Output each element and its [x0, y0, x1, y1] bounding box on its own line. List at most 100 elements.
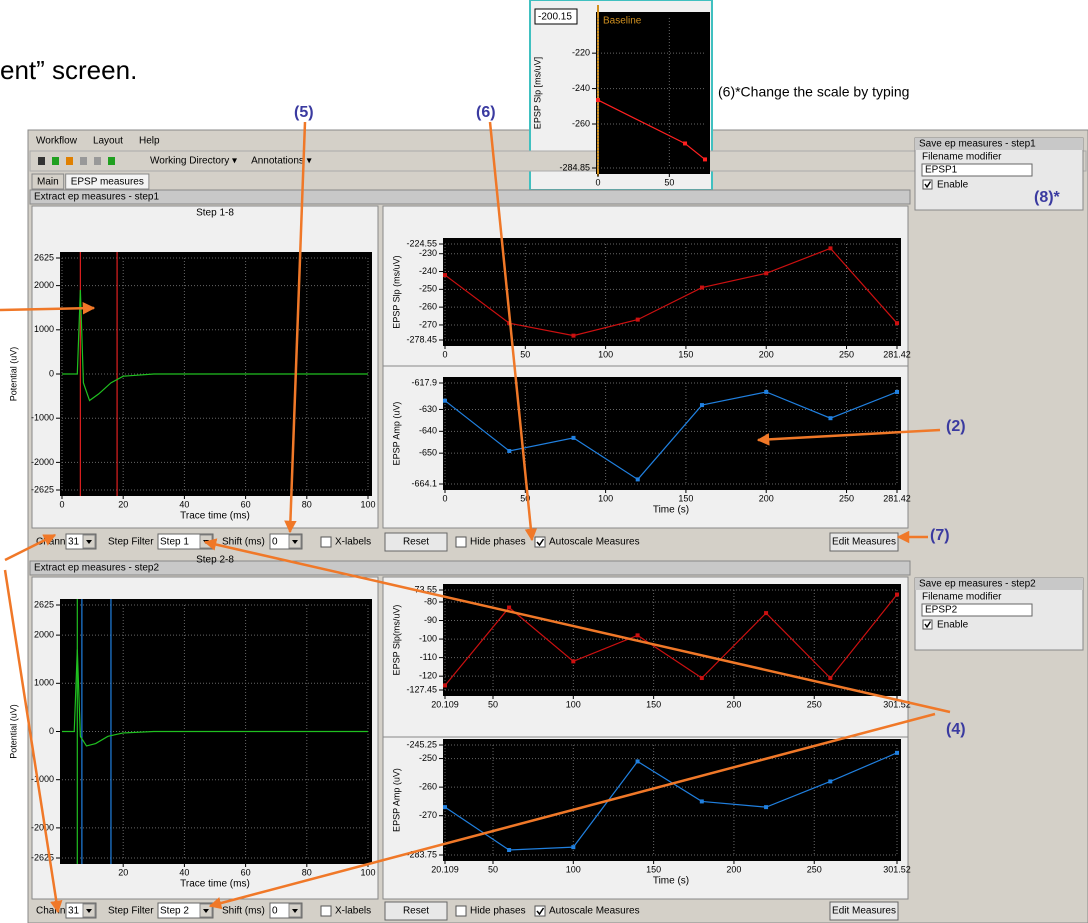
scale-input-value: -200.15	[538, 12, 572, 23]
tab[interactable]	[65, 173, 150, 190]
dropdown-value: 0	[272, 906, 278, 917]
x-tick-label: 20	[118, 867, 128, 877]
x-tick-label: 200	[726, 864, 741, 874]
arrows	[0, 121, 951, 914]
x-tick-label: 200	[759, 349, 774, 359]
checkbox-label: Enable	[937, 620, 969, 631]
x-tick-label: 0	[442, 349, 447, 359]
x-tick-label: 80	[302, 867, 312, 877]
data-line	[62, 290, 368, 402]
checkbox[interactable]	[455, 536, 467, 548]
y-tick-label: -278.45	[406, 334, 437, 344]
chart-title: Step 1-8	[196, 208, 234, 219]
checkbox-label: Autoscale Measures	[549, 537, 640, 548]
tool-button[interactable]	[108, 157, 115, 165]
checkbox[interactable]	[534, 905, 546, 917]
callout: (8)*	[1034, 189, 1061, 206]
x-tick-label: 0	[442, 493, 447, 503]
y-tick-label: -240	[419, 266, 437, 276]
y-axis-label: EPSP Amp (uV)	[391, 768, 401, 832]
y-tick-label: 0	[49, 726, 54, 736]
callout: (7)	[930, 527, 950, 544]
x-tick-label: 100	[360, 867, 375, 877]
x-axis-label: Time (s)	[653, 505, 689, 516]
y-tick-label: 1000	[34, 324, 54, 334]
checkbox[interactable]	[455, 905, 467, 917]
x-tick-label: 100	[360, 499, 375, 509]
checkbox[interactable]	[922, 619, 933, 630]
y-tick-label: -73.55	[411, 584, 437, 594]
y-tick-label: -2625	[31, 852, 54, 862]
y-tick-label: -260	[419, 782, 437, 792]
y-tick-label: 2625	[34, 599, 54, 609]
tool-button[interactable]	[38, 157, 45, 165]
check-mark	[536, 538, 545, 547]
text-input[interactable]	[921, 163, 1033, 177]
menu-item[interactable]: Workflow	[36, 136, 78, 147]
callout: (2)	[946, 418, 966, 435]
x-tick-label: 60	[241, 867, 251, 877]
control-label: Step Filter	[108, 537, 154, 548]
tab[interactable]	[31, 173, 65, 190]
check-mark	[924, 621, 932, 629]
button[interactable]	[384, 901, 448, 921]
button[interactable]	[829, 901, 899, 921]
menu-item[interactable]: Layout	[93, 136, 123, 147]
x-tick-label: 100	[598, 493, 613, 503]
dropdown[interactable]	[157, 902, 214, 919]
x-tick-label: 50	[520, 349, 530, 359]
toolbar-button[interactable]: Annotations ▾	[251, 156, 312, 167]
field-label: Filename modifier	[922, 152, 1002, 163]
menu-item[interactable]: Help	[139, 136, 160, 147]
checkbox[interactable]	[320, 905, 332, 917]
x-axis-label: Time (s)	[653, 876, 689, 887]
data-point	[828, 779, 833, 784]
tool-button[interactable]	[52, 157, 59, 165]
y-tick-label: -230	[419, 248, 437, 258]
data-point	[443, 398, 447, 403]
y-tick-label: -2000	[31, 822, 54, 832]
x-tick-label: 50	[520, 493, 530, 503]
y-tick-label: -283.75	[406, 849, 437, 859]
y-tick-label: -640	[419, 426, 437, 436]
data-point	[895, 592, 899, 597]
y-tick-label: -2625	[31, 484, 54, 494]
data-point	[596, 98, 600, 103]
data-point	[443, 273, 447, 278]
callout-note: (6)*Change the scale by typing	[718, 84, 909, 100]
checkbox[interactable]	[922, 179, 933, 190]
y-tick-label: -245.25	[406, 739, 437, 749]
dropdown-arrow-icon	[292, 540, 298, 544]
plot-area	[443, 584, 901, 696]
x-tick-label: 150	[678, 493, 693, 503]
y-tick-label: -1000	[31, 413, 54, 423]
y-axis-label: EPSP Slp(ms/uV)	[391, 605, 401, 676]
data-point	[699, 799, 704, 804]
dropdown-arrow-icon	[203, 909, 209, 913]
dropdown-value: Step 1	[160, 537, 189, 548]
control-label: Shift (ms)	[222, 537, 265, 548]
x-tick-label: 100	[566, 864, 581, 874]
x-tick-label: 0	[595, 177, 600, 187]
x-tick-label: 20.109	[431, 699, 459, 709]
checkbox[interactable]	[534, 536, 546, 548]
y-tick-label: 0	[49, 368, 54, 378]
checkbox[interactable]	[320, 536, 332, 548]
y-tick-label: -224.55	[406, 238, 437, 248]
x-tick-label: 200	[759, 493, 774, 503]
tool-button[interactable]	[94, 157, 101, 165]
toolbar-button[interactable]: Working Directory ▾	[150, 156, 237, 167]
x-tick-label: 40	[179, 867, 189, 877]
tool-button[interactable]	[80, 157, 87, 165]
checkbox-label: Hide phases	[470, 537, 526, 548]
text-input[interactable]	[921, 603, 1033, 617]
x-axis-label: Trace time (ms)	[180, 879, 250, 890]
button[interactable]	[384, 532, 448, 552]
y-tick-label: -90	[424, 615, 437, 625]
data-point	[635, 759, 640, 764]
data-point	[571, 435, 576, 440]
y-tick-label: -650	[419, 448, 437, 458]
tool-button[interactable]	[66, 157, 73, 165]
scale-input[interactable]	[534, 8, 578, 25]
x-axis-label: Trace time (ms)	[180, 511, 250, 522]
